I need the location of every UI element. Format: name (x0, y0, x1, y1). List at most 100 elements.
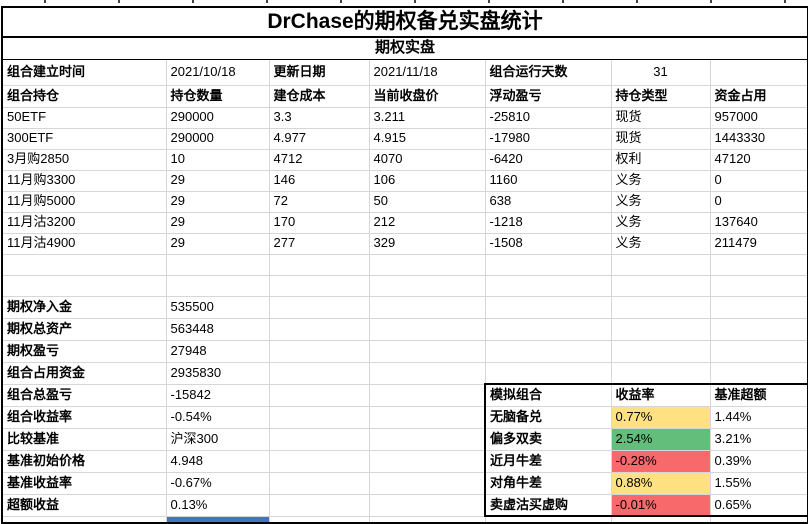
sim-excess-cell[interactable]: 1.44% (709, 405, 808, 429)
column-header-cell[interactable]: 建仓成本 (268, 84, 370, 108)
summary-label-cell[interactable]: 组合占用资金 (1, 361, 167, 385)
position-cell[interactable]: 29 (165, 232, 270, 255)
sim-name-cell[interactable]: 近月牛差 (484, 449, 612, 473)
position-cell[interactable]: 106 (368, 169, 486, 192)
empty-cell[interactable] (484, 253, 612, 276)
sim-return-cell[interactable]: 0.88% (610, 471, 711, 495)
sheet-subtitle-cell[interactable]: 期权实盘 (1, 36, 808, 60)
position-cell[interactable]: 638 (484, 190, 612, 213)
position-cell[interactable]: 72 (268, 190, 370, 213)
sim-header-cell[interactable]: 模拟组合 (484, 383, 612, 407)
empty-cell[interactable] (368, 295, 486, 319)
summary-value-cell[interactable]: 4.948 (165, 449, 270, 473)
empty-cell[interactable] (610, 253, 711, 276)
empty-cell[interactable] (484, 295, 612, 319)
empty-cell[interactable] (709, 295, 808, 319)
empty-cell[interactable] (268, 295, 370, 319)
summary-label-cell[interactable]: 期权总资产 (1, 317, 167, 341)
empty-cell[interactable] (709, 274, 808, 297)
position-cell[interactable]: 3月购2850 (1, 148, 167, 171)
position-cell[interactable]: 1443330 (709, 127, 808, 150)
empty-cell[interactable] (268, 493, 370, 517)
empty-cell[interactable] (268, 361, 370, 385)
summary-label-cell[interactable]: 基准收益率 (1, 471, 167, 495)
empty-cell[interactable] (484, 317, 612, 341)
position-cell[interactable]: 11月沽4900 (1, 232, 167, 255)
position-cell[interactable]: 3.3 (268, 106, 370, 129)
position-cell[interactable]: 277 (268, 232, 370, 255)
empty-cell[interactable] (368, 361, 486, 385)
sim-return-cell[interactable]: 2.54% (610, 427, 711, 451)
empty-cell[interactable] (1, 274, 167, 297)
position-cell[interactable]: 义务 (610, 190, 711, 213)
empty-cell[interactable] (610, 295, 711, 319)
summary-value-cell[interactable]: -0.67% (165, 471, 270, 495)
summary-label-cell[interactable]: 比较基准 (1, 427, 167, 451)
empty-cell[interactable] (268, 405, 370, 429)
empty-cell[interactable] (709, 339, 808, 363)
sim-header-cell[interactable]: 收益率 (610, 383, 711, 407)
position-cell[interactable]: 义务 (610, 211, 711, 234)
summary-value-cell[interactable]: -0.54% (165, 405, 270, 429)
empty-cell[interactable] (268, 253, 370, 276)
empty-cell[interactable] (368, 471, 486, 495)
summary-value-cell[interactable]: 0.13% (165, 493, 270, 517)
summary-label-cell[interactable]: 期权盈亏 (1, 339, 167, 363)
position-cell[interactable]: 4.977 (268, 127, 370, 150)
empty-cell[interactable] (268, 383, 370, 407)
empty-cell[interactable] (709, 361, 808, 385)
empty-cell[interactable] (484, 339, 612, 363)
empty-cell[interactable] (268, 339, 370, 363)
position-cell[interactable]: 3.211 (368, 106, 486, 129)
empty-cell[interactable] (368, 274, 486, 297)
summary-label-cell[interactable]: 期权净入金 (1, 295, 167, 319)
sim-return-cell[interactable]: -0.28% (610, 449, 711, 473)
meta-label-cell[interactable]: 组合建立时间 (1, 58, 167, 86)
position-cell[interactable]: -25810 (484, 106, 612, 129)
position-cell[interactable]: 义务 (610, 232, 711, 255)
sim-return-cell[interactable]: 0.77% (610, 405, 711, 429)
empty-cell[interactable] (165, 253, 270, 276)
sim-return-cell[interactable]: -0.01% (610, 493, 711, 517)
position-cell[interactable]: 0 (709, 169, 808, 192)
empty-cell[interactable] (368, 383, 486, 407)
position-cell[interactable]: 29 (165, 211, 270, 234)
summary-label-cell[interactable]: 组合收益率 (1, 405, 167, 429)
empty-cell[interactable] (610, 361, 711, 385)
sim-name-cell[interactable]: 偏多双卖 (484, 427, 612, 451)
position-cell[interactable]: 50ETF (1, 106, 167, 129)
position-cell[interactable]: 现货 (610, 106, 711, 129)
meta-value-cell[interactable]: 2021/10/18 (165, 58, 270, 86)
empty-cell[interactable] (165, 274, 270, 297)
sim-excess-cell[interactable]: 3.21% (709, 427, 808, 451)
position-cell[interactable]: 11月沽3200 (1, 211, 167, 234)
position-cell[interactable]: 329 (368, 232, 486, 255)
sim-excess-cell[interactable]: 1.55% (709, 471, 808, 495)
position-cell[interactable]: 义务 (610, 169, 711, 192)
position-cell[interactable]: -6420 (484, 148, 612, 171)
position-cell[interactable]: 4070 (368, 148, 486, 171)
position-cell[interactable]: 权利 (610, 148, 711, 171)
empty-cell[interactable] (268, 274, 370, 297)
position-cell[interactable]: -1218 (484, 211, 612, 234)
summary-label-cell[interactable]: 组合总盈亏 (1, 383, 167, 407)
position-cell[interactable]: 212 (368, 211, 486, 234)
position-cell[interactable]: 957000 (709, 106, 808, 129)
empty-cell[interactable] (268, 449, 370, 473)
empty-cell[interactable] (709, 253, 808, 276)
summary-value-cell[interactable]: 27948 (165, 339, 270, 363)
column-header-cell[interactable]: 持仓数量 (165, 84, 270, 108)
empty-cell[interactable] (610, 274, 711, 297)
empty-cell[interactable] (268, 427, 370, 451)
position-cell[interactable]: -1508 (484, 232, 612, 255)
empty-cell[interactable] (368, 253, 486, 276)
empty-cell[interactable] (1, 253, 167, 276)
sim-header-cell[interactable]: 基准超额 (709, 383, 808, 407)
cell[interactable] (709, 58, 808, 86)
position-cell[interactable]: 170 (268, 211, 370, 234)
summary-value-cell[interactable]: 沪深300 (165, 427, 270, 451)
position-cell[interactable]: 4712 (268, 148, 370, 171)
summary-value-cell[interactable]: -15842 (165, 383, 270, 407)
position-cell[interactable]: 211479 (709, 232, 808, 255)
column-header-cell[interactable]: 持仓类型 (610, 84, 711, 108)
